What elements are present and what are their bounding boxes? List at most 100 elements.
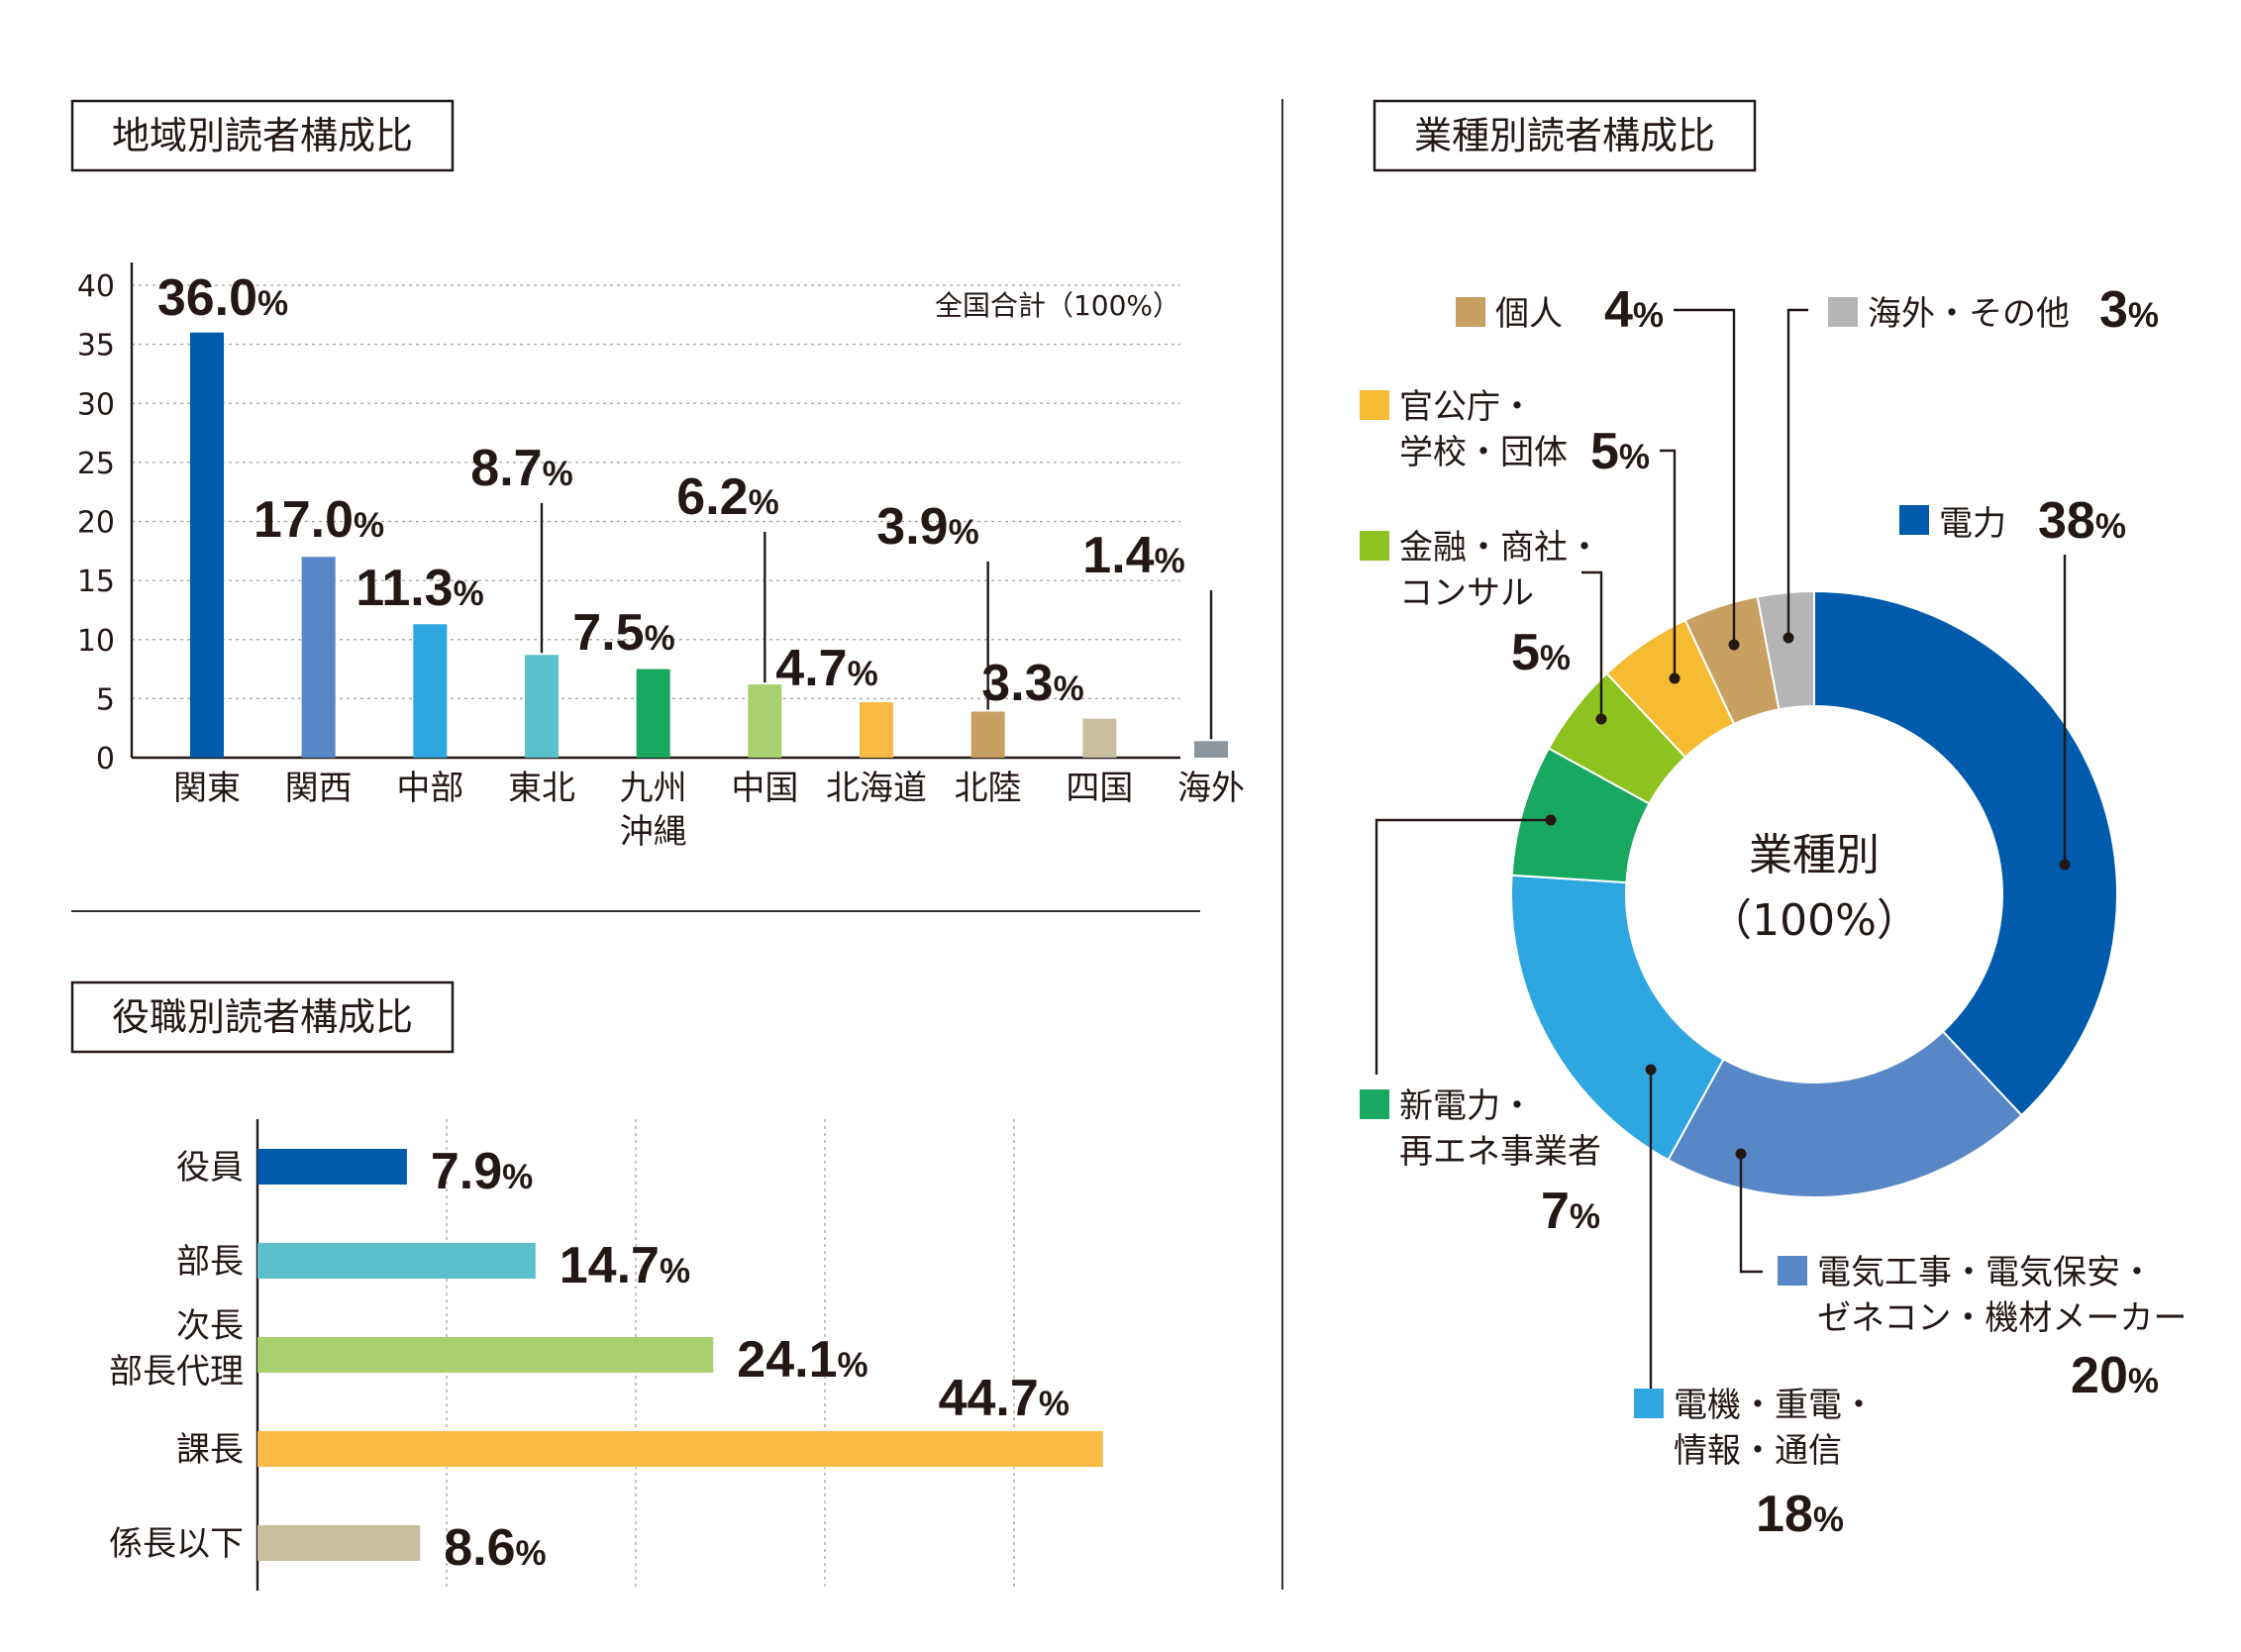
leader-dot <box>1669 672 1681 684</box>
slice-category-label: 情報・通信 <box>1674 1431 1842 1471</box>
y-tick-label: 15 <box>77 565 115 599</box>
legend-swatch <box>1828 297 1858 327</box>
x-category-label: 中国 <box>731 769 798 808</box>
position-chart-title: 役職別読者構成比 <box>112 995 413 1039</box>
bar-value-label: 14.7% <box>560 1237 690 1294</box>
slice-category-label: 学校・団体 <box>1399 433 1568 472</box>
y-tick-label: 25 <box>77 447 115 481</box>
y-tick-label: 0 <box>96 742 115 776</box>
leader-dot <box>1783 632 1794 644</box>
y-tick-label: 20 <box>77 506 115 541</box>
slice-value-label: 5% <box>1590 423 1650 480</box>
bar <box>257 1149 407 1185</box>
y-category-label: 役員 <box>176 1148 244 1187</box>
y-category-label: 係長以下 <box>109 1524 244 1564</box>
bar-value-label: 17.0% <box>254 491 384 549</box>
bar-value-label: 1.4% <box>1082 527 1184 584</box>
slice-category-label: 個人 <box>1495 294 1563 334</box>
slice-category-label: 金融・商社・ <box>1399 528 1601 568</box>
bar-value-label: 7.9% <box>431 1143 533 1200</box>
bar <box>301 557 336 758</box>
bar <box>970 711 1005 758</box>
y-tick-label: 30 <box>77 387 115 422</box>
bar <box>1194 741 1228 758</box>
bar <box>636 669 670 758</box>
donut-slice <box>1756 589 1815 711</box>
legend-swatch <box>1634 1389 1664 1418</box>
bar <box>525 655 559 758</box>
slice-category-label: 再エネ事業者 <box>1399 1132 1601 1172</box>
donut-center-label-2: （100%） <box>1708 895 1920 946</box>
slice-value-label: 3% <box>2099 281 2159 339</box>
leader-line <box>1674 308 1736 645</box>
bar <box>748 684 782 758</box>
bar-value-label: 6.2% <box>676 468 778 526</box>
region-chart-title-box: 地域別読者構成比 <box>70 99 455 172</box>
leader-dot <box>2059 859 2071 871</box>
legend-swatch <box>1899 505 1929 535</box>
x-category-label: 九州 <box>620 769 687 808</box>
position-chart-title-box: 役職別読者構成比 <box>70 981 455 1054</box>
donut-slice <box>1510 874 1725 1162</box>
y-tick-label: 35 <box>77 329 115 363</box>
y-tick-label: 10 <box>77 624 115 659</box>
slice-value-label: 7% <box>1541 1183 1600 1240</box>
leader-dot <box>1735 1148 1747 1160</box>
bar-value-label: 24.1% <box>737 1331 867 1389</box>
leader-line <box>1739 1154 1763 1274</box>
donut-center-label-1: 業種別 <box>1749 830 1880 880</box>
bar <box>257 1525 421 1561</box>
region-bar-chart: 0 5 10 15 20 25 30 35 40 36.0% 関東 17.0% 関西 11.3% 中部 8.7… <box>77 262 1245 852</box>
slice-value-label: 4% <box>1604 281 1664 339</box>
slice-category-label: ゼネコン・機材メーカー <box>1817 1298 2187 1338</box>
x-category-label: 海外 <box>1177 769 1245 808</box>
bar-value-label: 36.0% <box>157 269 288 327</box>
y-category-label: 課長 <box>176 1430 244 1470</box>
donut-slice <box>1667 1030 2023 1198</box>
bar <box>257 1431 1103 1467</box>
y-category-label: 部長 <box>176 1242 244 1282</box>
x-category-label: 沖縄 <box>620 812 687 852</box>
slice-category-label: 新電力・ <box>1399 1086 1534 1126</box>
slice-value-label: 20% <box>2071 1347 2159 1404</box>
region-chart-title: 地域別読者構成比 <box>112 114 413 157</box>
x-category-label: 東北 <box>508 769 575 808</box>
bar <box>190 332 224 758</box>
bar <box>257 1337 714 1373</box>
leader-dot <box>1545 814 1557 826</box>
leader-dot <box>1595 713 1607 725</box>
industry-donut-chart: 電力 38% 電気工事・電気保安・ゼネコン・機材メーカー 20% 電機・重電・情報・通信… <box>1360 281 2187 1543</box>
slice-category-label: コンサル <box>1399 573 1534 613</box>
bar-value-label: 3.9% <box>876 498 978 556</box>
x-category-label: 中部 <box>396 769 463 808</box>
leader-dot <box>1645 1064 1657 1076</box>
y-category-label: 次長 <box>176 1306 244 1346</box>
bar-value-label: 44.7% <box>939 1370 1070 1427</box>
slice-category-label: 官公庁・ <box>1399 387 1534 427</box>
bar <box>257 1243 536 1279</box>
x-category-label: 関西 <box>285 769 353 808</box>
x-category-label: 北海道 <box>826 769 927 808</box>
x-category-label: 関東 <box>173 769 241 808</box>
bar-value-label: 8.6% <box>444 1519 546 1577</box>
legend-swatch <box>1456 297 1485 327</box>
bar-value-label: 11.3% <box>356 560 483 617</box>
bar-value-label: 4.7% <box>775 640 877 697</box>
leader-dot <box>1728 639 1740 651</box>
slice-value-label: 5% <box>1511 624 1571 681</box>
industry-chart-title-box: 業種別読者構成比 <box>1373 99 1757 172</box>
legend-swatch <box>1778 1256 1807 1286</box>
x-category-label: 北陸 <box>955 769 1022 808</box>
donut-slice <box>1813 589 2118 1117</box>
leader-line <box>1660 449 1677 678</box>
y-tick-label: 40 <box>77 269 115 304</box>
y-tick-label: 5 <box>96 682 115 717</box>
bar-value-label: 8.7% <box>470 440 572 497</box>
bar <box>413 624 448 758</box>
leader-line <box>1786 308 1808 638</box>
leader-line <box>1375 818 1551 1075</box>
y-category-label: 部長代理 <box>109 1352 244 1392</box>
region-chart-total-note: 全国合計（100%） <box>935 289 1180 322</box>
